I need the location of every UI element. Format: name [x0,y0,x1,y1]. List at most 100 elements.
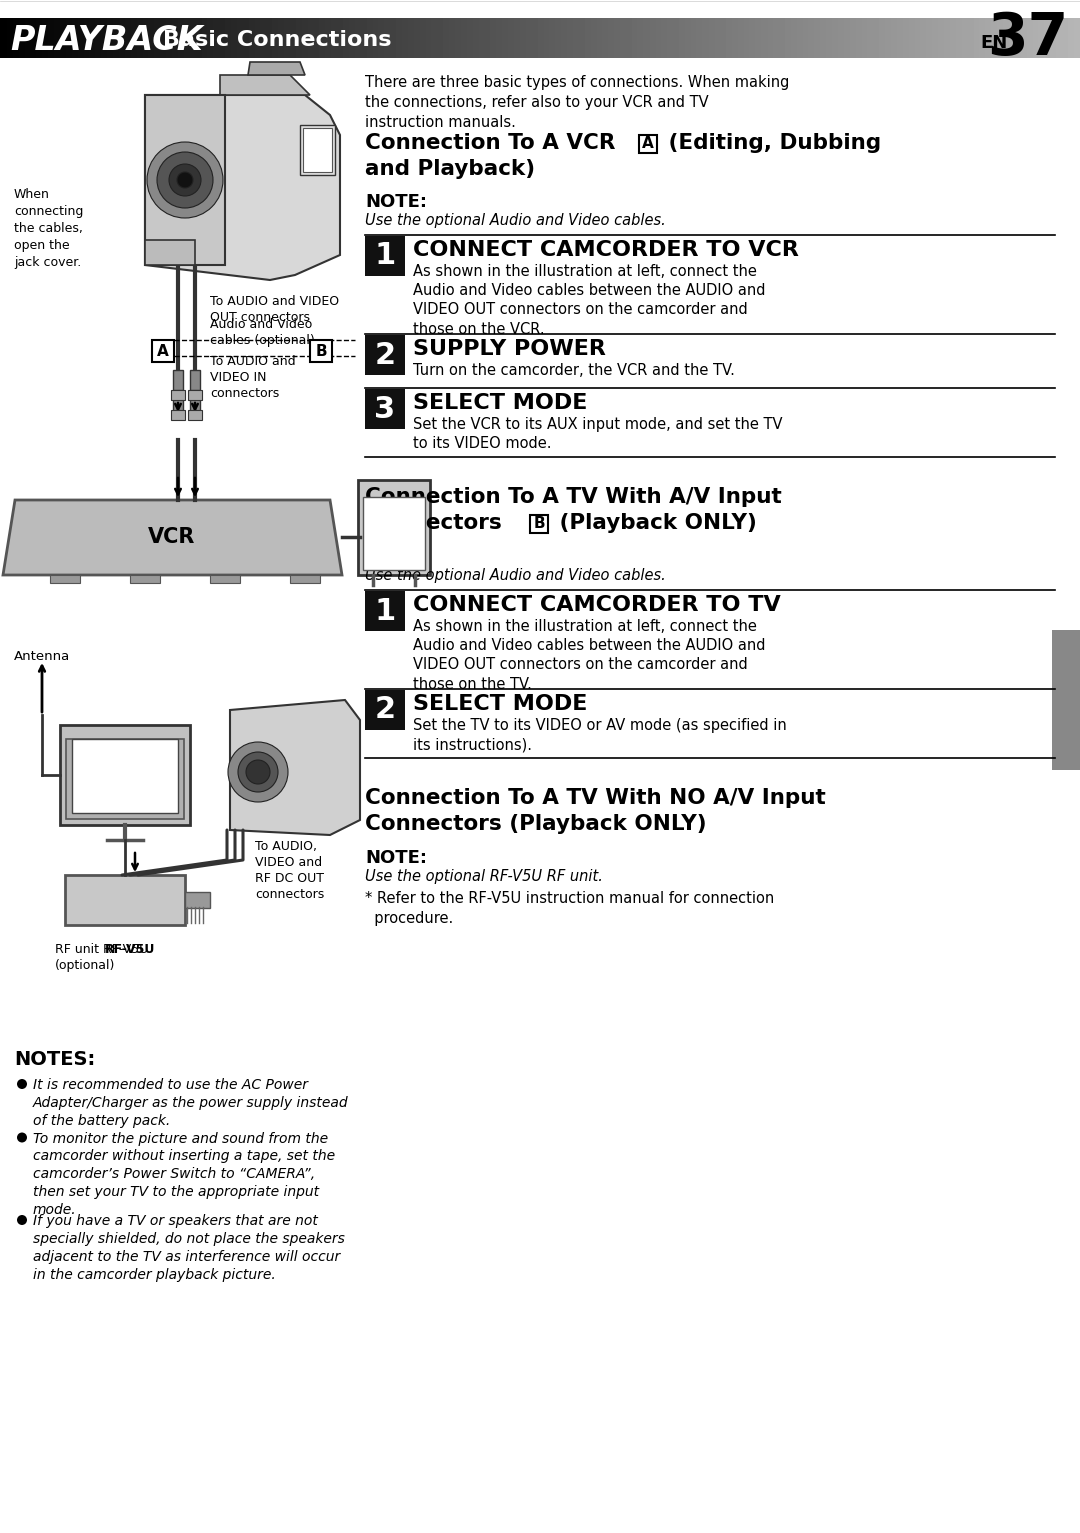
Text: Connection To A TV With A/V Input: Connection To A TV With A/V Input [365,487,782,507]
Circle shape [157,152,213,208]
Text: 1: 1 [375,596,395,625]
Text: Basic Connections: Basic Connections [163,31,391,51]
Text: CONNECT CAMCORDER TO TV: CONNECT CAMCORDER TO TV [413,595,781,615]
Text: 3: 3 [375,394,395,423]
Bar [60,725,190,825]
Bar [357,480,430,575]
Bar [1052,630,1080,770]
Bar [365,336,405,376]
Circle shape [238,753,278,793]
Text: Connectors (Playback ONLY): Connectors (Playback ONLY) [365,814,706,834]
Bar [303,127,332,172]
Text: Connection To A TV With NO A/V Input: Connection To A TV With NO A/V Input [365,788,826,808]
Text: Connection To A VCR: Connection To A VCR [365,133,623,153]
Text: (Editing, Dubbing: (Editing, Dubbing [661,133,881,153]
Text: To AUDIO and
VIDEO IN
connectors: To AUDIO and VIDEO IN connectors [210,356,296,400]
Text: Set the TV to its VIDEO or AV mode (as specified in
its instructions).: Set the TV to its VIDEO or AV mode (as s… [413,717,786,753]
Text: To AUDIO and VIDEO
OUT connectors: To AUDIO and VIDEO OUT connectors [210,294,339,323]
Text: Use the optional RF-V5U RF unit.: Use the optional RF-V5U RF unit. [365,869,603,885]
Text: Audio and Video
cables (optional): Audio and Video cables (optional) [210,317,314,346]
Text: There are three basic types of connections. When making
the connections, refer a: There are three basic types of connectio… [365,75,789,130]
Bar [173,389,183,415]
Text: Use the optional Audio and Video cables.: Use the optional Audio and Video cables. [365,569,665,583]
Bar [365,389,405,429]
Polygon shape [248,61,305,75]
Bar [50,575,80,583]
Text: PLAYBACK: PLAYBACK [10,23,203,57]
Bar [65,875,185,924]
Bar [190,369,200,396]
Bar [171,409,185,420]
Text: and Playback): and Playback) [365,159,535,179]
Text: Set the VCR to its AUX input mode, and set the TV
to its VIDEO mode.: Set the VCR to its AUX input mode, and s… [413,417,783,451]
Bar [639,135,657,153]
Text: Connectors: Connectors [365,514,510,533]
Text: EN: EN [980,34,1008,52]
Text: CONNECT CAMCORDER TO VCR: CONNECT CAMCORDER TO VCR [413,241,799,261]
Circle shape [177,172,193,189]
Bar [185,892,210,908]
Bar [173,369,183,396]
Text: As shown in the illustration at left, connect the
Audio and Video cables between: As shown in the illustration at left, co… [413,619,766,691]
Bar [365,690,405,730]
Circle shape [17,1079,27,1088]
Bar [300,126,335,175]
Text: A: A [643,136,653,152]
Bar [530,515,548,533]
Text: As shown in the illustration at left, connect the
Audio and Video cables between: As shown in the illustration at left, co… [413,264,766,337]
Text: NOTE:: NOTE: [365,193,427,212]
Bar [190,389,200,415]
Polygon shape [145,95,340,281]
Circle shape [147,143,222,218]
Circle shape [168,164,201,196]
Polygon shape [230,701,360,835]
Text: It is recommended to use the AC Power
Adapter/Charger as the power supply instea: It is recommended to use the AC Power Ad… [33,1078,349,1128]
Text: RF-V5U: RF-V5U [105,943,156,957]
Text: 1: 1 [375,242,395,270]
Text: SUPPLY POWER: SUPPLY POWER [413,339,606,359]
Bar [291,575,320,583]
Text: A: A [157,343,168,359]
Circle shape [228,742,288,802]
Text: If you have a TV or speakers that are not
specially shielded, do not place the s: If you have a TV or speakers that are no… [33,1214,345,1282]
Polygon shape [145,241,195,265]
Bar [72,739,178,812]
Text: SELECT MODE: SELECT MODE [413,694,588,714]
Bar [188,389,202,400]
Bar [188,409,202,420]
Text: NOTE:: NOTE: [365,849,427,868]
Text: B: B [315,343,327,359]
Text: * Refer to the RF-V5U instruction manual for connection
  procedure.: * Refer to the RF-V5U instruction manual… [365,891,774,926]
Bar [310,340,332,362]
Circle shape [246,760,270,783]
Text: Antenna: Antenna [14,650,70,662]
Circle shape [17,1216,27,1225]
Polygon shape [3,500,342,575]
Bar [130,575,160,583]
Text: NOTE:: NOTE: [365,547,427,566]
Bar [152,340,174,362]
Text: B: B [534,517,544,532]
Text: VCR: VCR [148,527,195,547]
Bar [365,592,405,632]
Text: Turn on the camcorder, the VCR and the TV.: Turn on the camcorder, the VCR and the T… [413,363,734,379]
Bar [365,236,405,276]
Bar [171,389,185,400]
Text: To AUDIO,
VIDEO and
RF DC OUT
connectors: To AUDIO, VIDEO and RF DC OUT connectors [255,840,324,901]
Bar [210,575,240,583]
Bar [145,95,225,265]
Text: 2: 2 [375,340,395,369]
Bar [66,739,184,819]
Text: 2: 2 [375,696,395,725]
Text: To monitor the picture and sound from the
camcorder without inserting a tape, se: To monitor the picture and sound from th… [33,1131,335,1217]
Text: Use the optional Audio and Video cables.: Use the optional Audio and Video cables. [365,213,665,228]
Polygon shape [220,75,310,95]
Text: 37: 37 [987,9,1068,66]
Circle shape [17,1133,27,1142]
Text: When
connecting
the cables,
open the
jack cover.: When connecting the cables, open the jac… [14,189,83,268]
Bar [363,497,426,570]
Text: (Playback ONLY): (Playback ONLY) [552,514,757,533]
Text: RF unit RF-V5U
(optional): RF unit RF-V5U (optional) [55,943,148,972]
Text: SELECT MODE: SELECT MODE [413,392,588,412]
Text: NOTES:: NOTES: [14,1050,95,1069]
